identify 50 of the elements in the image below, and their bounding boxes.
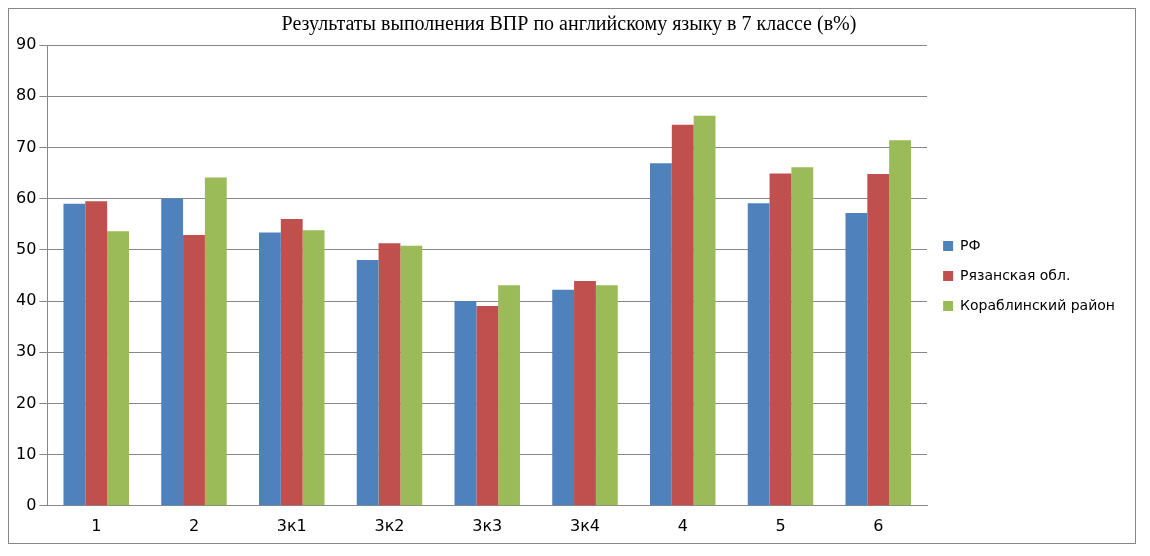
bar: [280, 219, 303, 506]
bar: [498, 285, 520, 506]
bar: [574, 281, 596, 506]
bar: [85, 201, 108, 506]
bar: [595, 285, 618, 506]
bar: [161, 198, 184, 506]
y-tick-label: 30: [16, 341, 37, 361]
bar: [649, 163, 672, 506]
x-tick-label: 3к3: [472, 515, 503, 535]
bar: [552, 289, 575, 506]
x-tick-label: 3к2: [374, 515, 405, 535]
y-tick-label: 40: [16, 290, 37, 310]
bar: [356, 260, 379, 506]
y-tick-label: 0: [26, 494, 37, 514]
bar: [204, 177, 227, 506]
y-tick-label: 10: [16, 443, 37, 463]
legend-label: Кораблинский район: [960, 296, 1115, 313]
bar: [845, 212, 868, 506]
bar: [400, 245, 423, 506]
bar: [378, 243, 401, 506]
bar: [769, 173, 792, 506]
x-tick-label: 6: [873, 515, 884, 535]
y-tick-label: 70: [16, 136, 37, 156]
legend-label: РФ: [960, 236, 981, 253]
y-tick-label: 90: [16, 34, 37, 54]
bar: [302, 230, 325, 506]
y-tick-label: 60: [16, 187, 37, 207]
bar: [867, 174, 890, 506]
bar: [693, 115, 716, 506]
bar: [454, 301, 477, 506]
y-tick-label: 50: [16, 238, 37, 258]
bar: [107, 231, 129, 506]
bar: [183, 234, 205, 506]
bar: [671, 124, 694, 506]
chart-title: Результаты выполнения ВПР по английскому языку в 7 классе (в%): [281, 12, 857, 36]
bar: [747, 203, 770, 506]
bar: [889, 140, 911, 506]
x-tick-label: 3к1: [276, 515, 307, 535]
x-tick-label: 1: [91, 515, 102, 535]
x-tick-label: 3к4: [569, 515, 600, 535]
x-tick-label: 2: [188, 515, 200, 535]
bar: [258, 232, 281, 506]
y-tick-label: 20: [16, 392, 37, 412]
x-tick-label: 5: [775, 515, 786, 535]
y-tick-label: 80: [16, 85, 37, 105]
legend-label: Рязанская обл.: [960, 266, 1071, 283]
x-tick-label: 4: [677, 515, 688, 535]
bar: [791, 167, 814, 506]
bar: [476, 306, 499, 506]
bar: [63, 203, 86, 506]
